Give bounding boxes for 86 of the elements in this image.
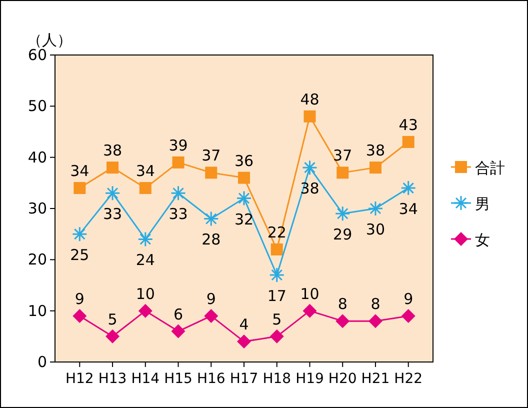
point bbox=[368, 200, 384, 216]
data-label: 25 bbox=[70, 246, 90, 264]
x-tick-label: H19 bbox=[296, 371, 324, 387]
data-label: 8 bbox=[370, 295, 380, 314]
x-tick-label: H20 bbox=[328, 371, 357, 387]
point bbox=[74, 182, 86, 194]
legend-label: 合計 bbox=[475, 159, 505, 177]
data-label: 33 bbox=[102, 205, 122, 224]
point bbox=[369, 162, 382, 174]
data-label: 48 bbox=[300, 90, 320, 108]
y-tick-label: 20 bbox=[28, 250, 47, 269]
data-label: 43 bbox=[398, 116, 418, 134]
point bbox=[269, 267, 285, 283]
data-label: 9 bbox=[74, 290, 84, 308]
data-label: 34 bbox=[70, 162, 90, 180]
point bbox=[336, 166, 349, 179]
point bbox=[236, 190, 252, 206]
y-tick-label: 0 bbox=[37, 353, 47, 371]
point bbox=[402, 136, 414, 148]
data-label: 9 bbox=[404, 290, 414, 308]
point bbox=[203, 210, 219, 226]
x-tick-label: H12 bbox=[65, 371, 94, 387]
point bbox=[401, 308, 416, 323]
data-label: 34 bbox=[136, 162, 155, 180]
data-label: 24 bbox=[136, 251, 155, 270]
data-label: 38 bbox=[366, 142, 386, 160]
point bbox=[104, 185, 120, 201]
data-label: 29 bbox=[333, 226, 352, 244]
point bbox=[302, 160, 318, 176]
legend-label: 女 bbox=[475, 231, 490, 249]
data-label: 9 bbox=[206, 290, 216, 308]
point bbox=[270, 329, 284, 344]
point bbox=[171, 324, 186, 338]
data-label: 33 bbox=[168, 205, 188, 224]
y-tick-label: 50 bbox=[28, 97, 47, 116]
point bbox=[270, 243, 283, 256]
point bbox=[302, 304, 317, 318]
x-tick-label: H18 bbox=[262, 371, 292, 387]
data-label: 5 bbox=[272, 310, 282, 328]
data-label: 6 bbox=[173, 305, 184, 324]
data-label: 39 bbox=[168, 136, 188, 154]
point bbox=[72, 308, 87, 323]
point bbox=[204, 308, 218, 323]
point bbox=[205, 166, 218, 179]
x-tick-label: H16 bbox=[196, 371, 226, 387]
data-label: 30 bbox=[366, 220, 386, 238]
data-label: 36 bbox=[234, 152, 254, 170]
data-label: 37 bbox=[333, 146, 352, 165]
y-tick-label: 40 bbox=[28, 148, 47, 166]
point bbox=[172, 156, 184, 168]
data-label: 8 bbox=[338, 295, 348, 314]
y-tick-label: 30 bbox=[28, 200, 47, 218]
x-tick-label: H22 bbox=[394, 371, 423, 387]
point bbox=[139, 182, 152, 194]
point bbox=[106, 329, 120, 344]
data-label: 5 bbox=[108, 310, 118, 328]
data-label: 10 bbox=[136, 284, 155, 303]
x-tick-label: H15 bbox=[164, 371, 192, 387]
data-label: 37 bbox=[202, 146, 221, 165]
point bbox=[400, 180, 416, 196]
point bbox=[138, 304, 152, 318]
point bbox=[368, 314, 382, 328]
data-label: 10 bbox=[300, 284, 320, 303]
data-label: 38 bbox=[102, 142, 122, 160]
point bbox=[334, 206, 350, 222]
data-label: 4 bbox=[239, 316, 249, 334]
data-label: 34 bbox=[398, 200, 418, 218]
point bbox=[304, 110, 316, 122]
point bbox=[106, 162, 119, 174]
y-tick-label: 60 bbox=[28, 46, 47, 64]
data-label: 32 bbox=[234, 210, 254, 228]
x-tick-label: H14 bbox=[131, 371, 160, 387]
point bbox=[237, 334, 251, 349]
y-axis-title: （人） bbox=[27, 31, 72, 49]
point bbox=[336, 314, 350, 328]
point bbox=[138, 231, 154, 247]
point bbox=[72, 226, 88, 242]
y-tick-label: 10 bbox=[28, 302, 47, 320]
legend-label: 男 bbox=[475, 195, 490, 213]
x-tick-label: H21 bbox=[361, 371, 390, 387]
point bbox=[238, 172, 250, 184]
x-tick-label: H17 bbox=[230, 371, 258, 387]
point bbox=[170, 185, 186, 201]
x-tick-label: H13 bbox=[98, 371, 127, 387]
data-label: 17 bbox=[267, 287, 286, 306]
data-label: 28 bbox=[202, 230, 221, 249]
